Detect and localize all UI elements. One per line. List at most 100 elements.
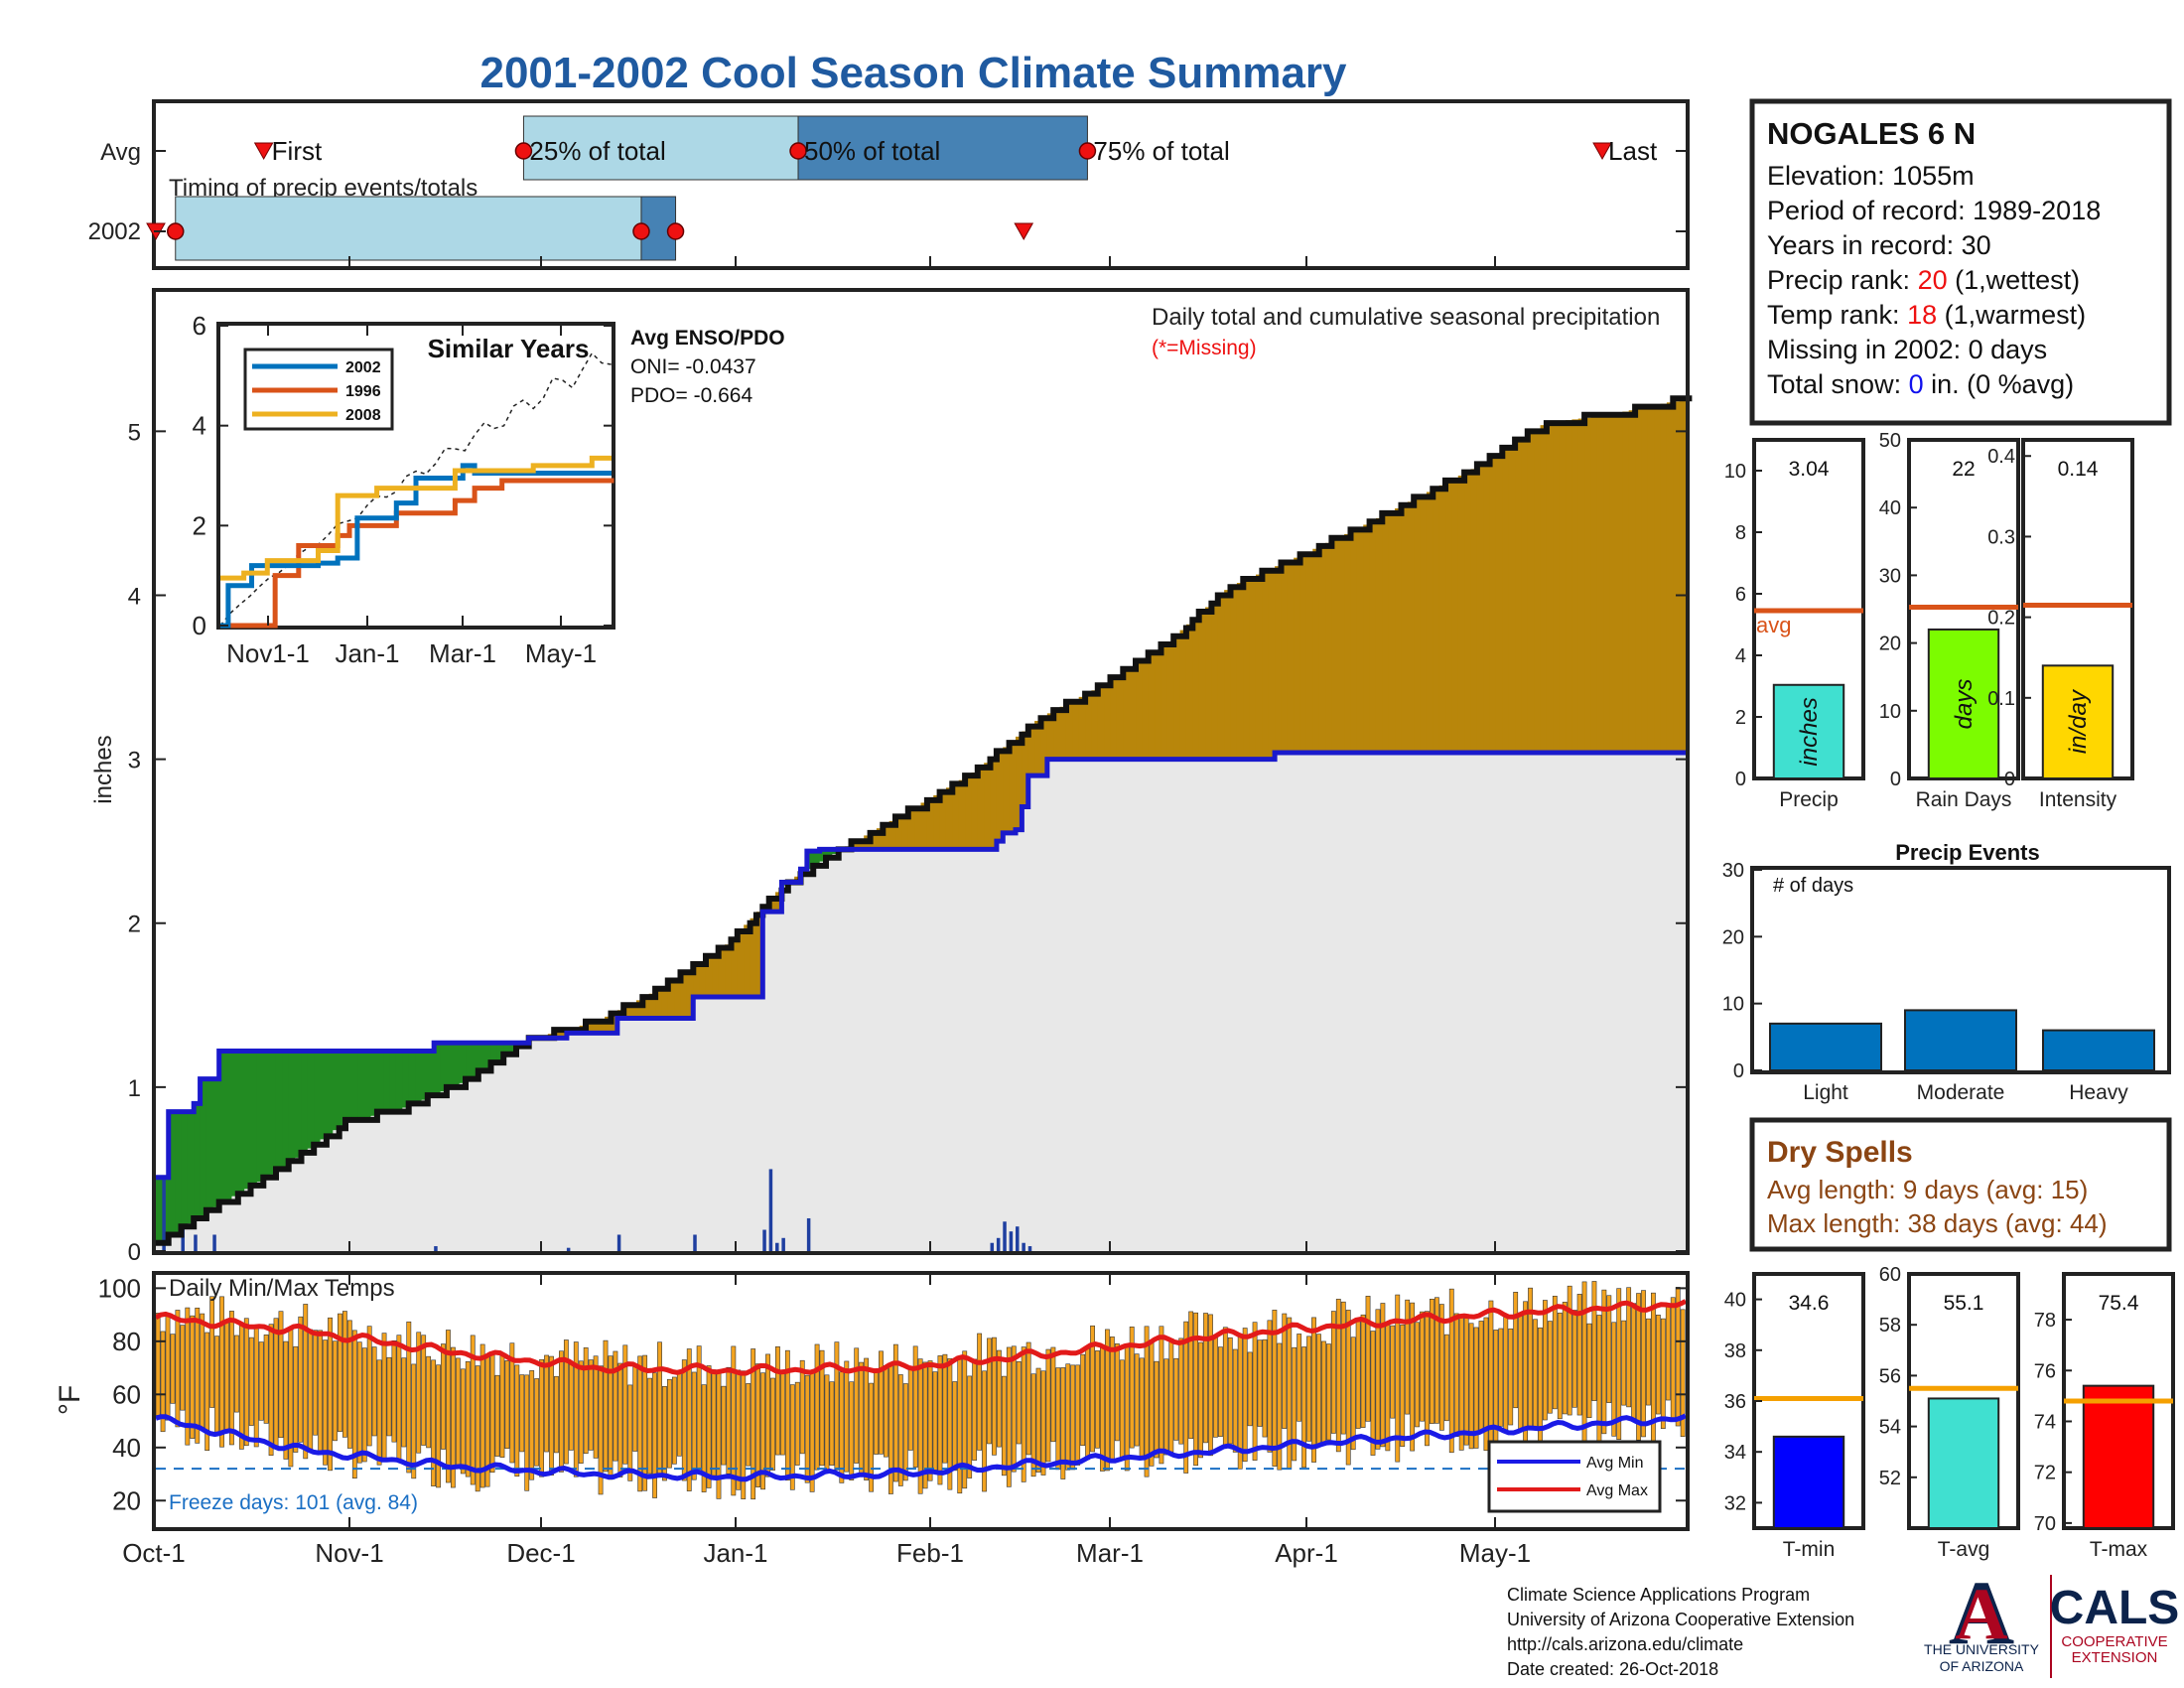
daily-temp-bar [465, 1361, 471, 1477]
cumulative-base-fill [737, 997, 745, 1251]
cumulative-base-fill [275, 1171, 283, 1251]
month-tick-label: Mar-1 [1076, 1538, 1144, 1568]
precip-stat-1-ytick-label: 20 [1879, 633, 1901, 655]
daily-temp-bar [731, 1345, 737, 1496]
temp-stat-0-ytick-label: 36 [1724, 1391, 1746, 1413]
cumulative-base-fill [605, 1033, 613, 1251]
cumulative-base-fill [1040, 775, 1048, 1251]
cumulative-base-fill [301, 1153, 309, 1251]
daily-temp-bar [1345, 1310, 1351, 1466]
daily-temp-bar [233, 1335, 239, 1413]
surplus-fill [168, 1111, 176, 1236]
cumulative-base-fill [1192, 759, 1200, 1251]
cumulative-base-fill [933, 849, 941, 1251]
daily-temp-bar [632, 1364, 638, 1452]
precip-stat-2-ytick-label: 0.4 [1987, 446, 2015, 468]
deficit-fill [870, 831, 878, 850]
cumulative-base-fill [883, 849, 890, 1251]
cumulative-base-fill [888, 849, 896, 1251]
daily-temp-bar [1523, 1301, 1528, 1447]
deficit-fill [1205, 607, 1213, 760]
cumulative-base-fill [357, 1119, 365, 1251]
daily-temp-bar [1498, 1328, 1504, 1427]
surplus-fill [490, 1043, 498, 1065]
deficit-fill [1654, 404, 1662, 754]
deficit-fill [1243, 580, 1251, 760]
cumulative-base-fill [1590, 753, 1598, 1251]
cumulative-base-fill [1673, 753, 1681, 1251]
cumulative-base-fill [661, 1018, 669, 1251]
cumulative-base-fill [705, 997, 713, 1251]
cumulative-base-fill [1136, 759, 1143, 1251]
daily-precip-bar [1003, 1221, 1007, 1251]
deficit-fill [1559, 421, 1567, 754]
daily-temp-bar [1065, 1363, 1071, 1471]
cumulative-base-fill [901, 849, 909, 1251]
deficit-fill [592, 1022, 600, 1034]
daily-temp-bar [1581, 1281, 1587, 1449]
daily-temp-bar [1621, 1320, 1627, 1406]
cumulative-base-fill [402, 1107, 410, 1251]
y2002-q25-box [175, 196, 642, 261]
daily-temp-bar [879, 1350, 884, 1455]
cumulative-base-fill [478, 1072, 485, 1251]
daily-precip-bar [806, 1217, 811, 1251]
daily-temp-bar [1208, 1314, 1213, 1457]
deficit-fill [1641, 407, 1649, 754]
precip-stat-2-ytick-label: 0 [2004, 769, 2015, 790]
cumulative-base-fill [566, 1033, 574, 1251]
cumulative-base-fill [1091, 759, 1099, 1251]
cumulative-base-fill [263, 1178, 271, 1251]
events-bar-moderate [1904, 1009, 2017, 1072]
inset-ytick-label: 2 [193, 510, 206, 540]
y2002-q25-marker [167, 222, 185, 240]
daily-temp-bar [922, 1361, 928, 1489]
deficit-fill [1072, 700, 1080, 760]
daily-temp-bar [298, 1316, 304, 1443]
temp-stat-1-ytick-label: 54 [1879, 1417, 1901, 1439]
daily-temp-bar [1430, 1298, 1434, 1424]
cumulative-base-fill [212, 1206, 220, 1251]
cumulative-base-fill [573, 1033, 581, 1251]
temp-stat-1-value-label: 55.1 [1944, 1292, 1984, 1315]
cumulative-base-fill [1318, 753, 1326, 1251]
precip-stat-1-ytick-label: 30 [1879, 565, 1901, 587]
cumulative-base-fill [1262, 759, 1270, 1251]
timing-row-label-2002: 2002 [88, 218, 141, 245]
cumulative-base-fill [320, 1139, 328, 1251]
deficit-fill [945, 787, 953, 850]
inset-legend-1996: 1996 [345, 383, 381, 400]
avg-q75-label: 75% of total [1093, 136, 1229, 166]
daily-precip-bar [996, 1237, 1001, 1251]
deficit-fill [1331, 539, 1339, 754]
daily-temp-bar [396, 1335, 402, 1463]
deficit-fill [712, 953, 720, 998]
daily-temp-bar [1670, 1297, 1676, 1419]
cumulative-base-fill [699, 997, 707, 1251]
daily-temp-bar [897, 1374, 903, 1486]
precip-ytick-label: 5 [128, 419, 141, 446]
cumulative-base-fill [1110, 759, 1118, 1251]
cumulative-base-fill [1249, 759, 1257, 1251]
deficit-fill [686, 970, 694, 1019]
precip-ytick-label: 4 [128, 583, 141, 610]
daily-temp-bar [431, 1359, 436, 1486]
daily-temp-bar [1448, 1288, 1454, 1454]
daily-temp-bar [1400, 1324, 1406, 1448]
daily-temp-bar [554, 1375, 559, 1454]
daily-temp-bar [341, 1311, 347, 1438]
daily-precip-bar [181, 1226, 185, 1251]
cumulative-base-fill [395, 1109, 403, 1251]
daily-temp-bar [765, 1353, 770, 1477]
footer-line-4: Date created: 26-Oct-2018 [1507, 1659, 1718, 1679]
cumulative-base-fill [1236, 759, 1244, 1251]
cumulative-base-fill [333, 1130, 341, 1251]
daily-temp-bar [1395, 1294, 1401, 1463]
cumulative-base-fill [592, 1033, 600, 1251]
surplus-fill [825, 849, 833, 858]
daily-temp-bar [1370, 1331, 1376, 1456]
cumulative-base-fill [187, 1223, 195, 1251]
cumulative-base-fill [314, 1144, 322, 1251]
cumulative-base-fill [1198, 759, 1206, 1251]
temp-ytick-label: 80 [112, 1327, 141, 1356]
